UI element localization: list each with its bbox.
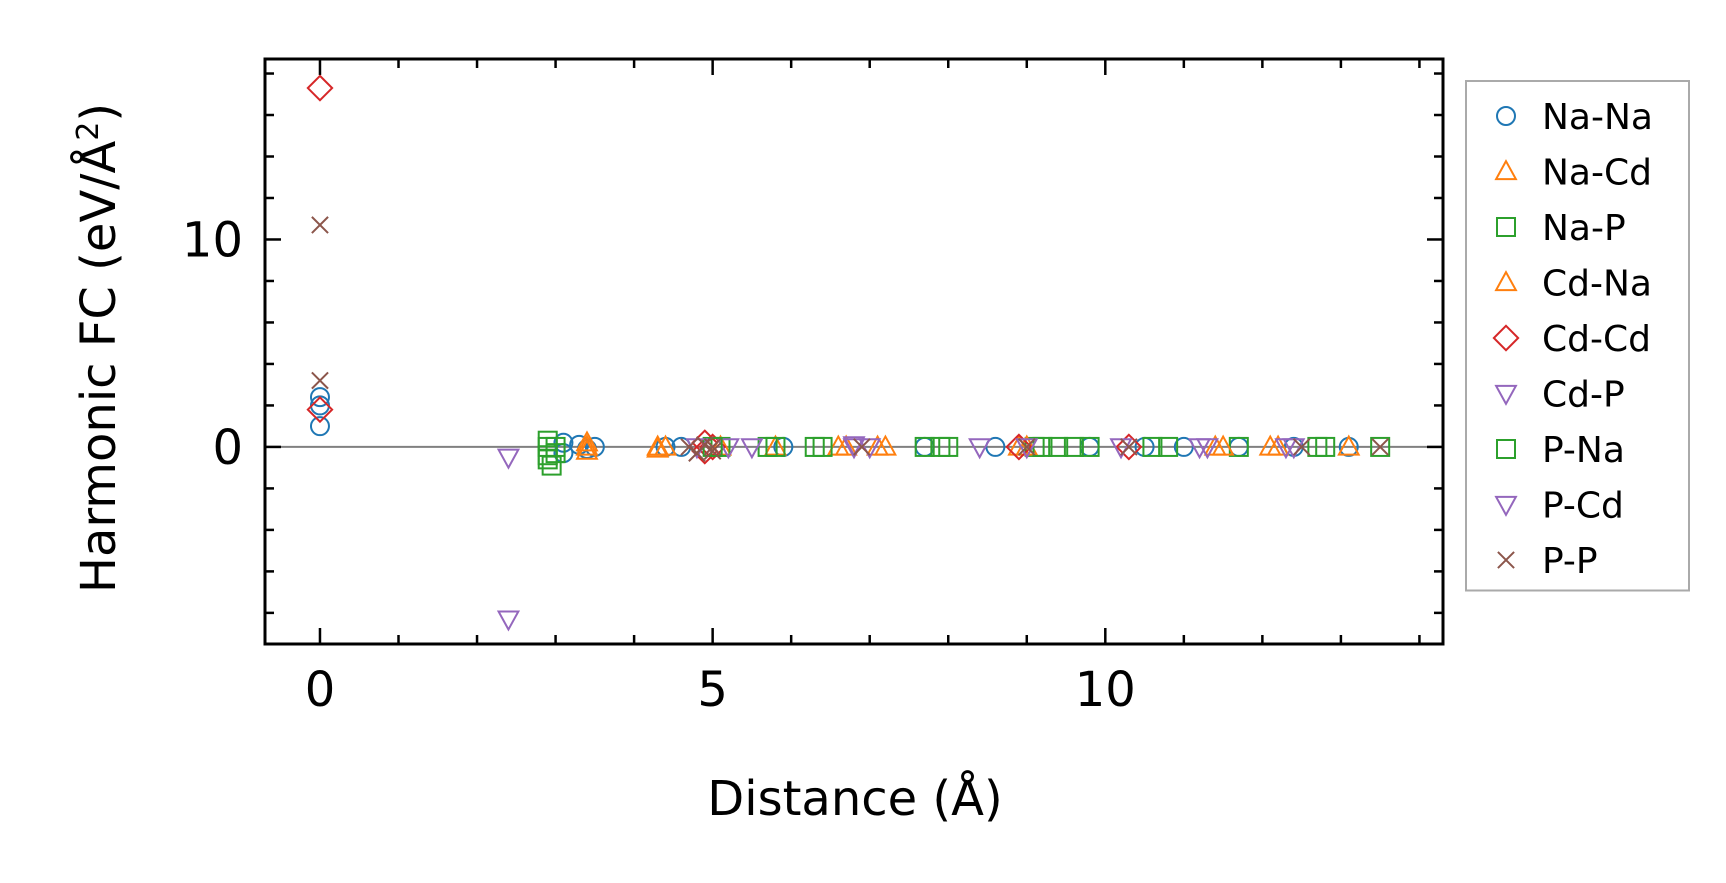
legend-label: Cd-Cd bbox=[1542, 319, 1651, 360]
data-point bbox=[1063, 436, 1084, 457]
data-point bbox=[834, 434, 858, 456]
legend-label: Cd-Na bbox=[1542, 264, 1652, 305]
data-point bbox=[680, 438, 698, 456]
legend-label: P-Cd bbox=[1542, 486, 1624, 527]
legend: Na-Na Na-Cd Na-P Cd-Na Cd-Cd Cd-P P-Na P-Cd P-P bbox=[1465, 80, 1690, 592]
data-point bbox=[1120, 438, 1138, 456]
data-point bbox=[1292, 438, 1311, 456]
x-tick-label: 10 bbox=[1075, 662, 1136, 718]
data-point bbox=[812, 436, 833, 457]
data-point bbox=[1274, 438, 1298, 460]
y-tick-label: 0 bbox=[212, 420, 243, 476]
y-tick-label: 10 bbox=[182, 212, 243, 268]
data-point bbox=[740, 438, 764, 460]
y-tick-labels: 0 10 bbox=[182, 212, 243, 475]
data-point bbox=[575, 438, 599, 460]
data-point bbox=[1337, 434, 1361, 456]
legend-label: Na-Na bbox=[1542, 97, 1653, 138]
data-points bbox=[306, 74, 1391, 632]
data-point bbox=[763, 434, 788, 456]
legend-marker bbox=[1496, 106, 1516, 126]
data-point bbox=[537, 445, 558, 466]
data-point bbox=[1371, 438, 1389, 456]
legend-label: Na-P bbox=[1542, 208, 1626, 249]
data-point bbox=[1015, 434, 1039, 456]
legend-marker bbox=[1494, 495, 1518, 517]
data-point bbox=[306, 396, 334, 424]
data-point bbox=[646, 436, 670, 458]
y-axis-label-main: Harmonic FC (eV/Å bbox=[70, 141, 127, 594]
y-axis-label-close: ) bbox=[71, 103, 127, 122]
data-point bbox=[311, 371, 329, 390]
data-point bbox=[716, 438, 740, 460]
series-cd-na bbox=[575, 434, 1290, 460]
data-point bbox=[575, 430, 599, 452]
data-point bbox=[309, 387, 330, 408]
x-tick-labels: 0 5 10 bbox=[305, 662, 1136, 718]
data-point bbox=[553, 432, 574, 453]
data-point bbox=[1005, 433, 1033, 461]
series-p-na bbox=[537, 436, 1328, 466]
x-axis-label: Distance (Å) bbox=[707, 770, 1002, 827]
data-point bbox=[1211, 434, 1235, 456]
legend-marker bbox=[1496, 439, 1516, 459]
data-point bbox=[1115, 433, 1143, 461]
plot-frame bbox=[263, 57, 1445, 646]
data-point bbox=[930, 436, 951, 457]
legend-label: Cd-P bbox=[1542, 375, 1625, 416]
data-point bbox=[306, 74, 334, 102]
data-point bbox=[1195, 438, 1219, 460]
data-point bbox=[968, 438, 992, 460]
data-point bbox=[1017, 438, 1036, 456]
x-tick-label: 0 bbox=[305, 662, 336, 718]
legend-marker bbox=[1492, 324, 1520, 352]
data-point bbox=[311, 216, 329, 234]
legend-label: P-Na bbox=[1542, 430, 1625, 471]
legend-label: Na-Cd bbox=[1542, 153, 1652, 194]
data-point bbox=[1266, 434, 1290, 456]
data-point bbox=[865, 434, 890, 456]
data-point bbox=[1142, 436, 1163, 457]
x-tick-label: 5 bbox=[697, 662, 728, 718]
data-point bbox=[1048, 436, 1069, 457]
data-point bbox=[1307, 436, 1328, 457]
data-point bbox=[496, 448, 521, 470]
y-axis-label-superscript: 2 bbox=[71, 122, 106, 141]
series-p-p bbox=[311, 216, 1389, 462]
data-point bbox=[765, 436, 786, 457]
legend-marker bbox=[1497, 551, 1515, 569]
data-point bbox=[575, 434, 599, 456]
legend-marker bbox=[1494, 270, 1518, 292]
legend-marker bbox=[1494, 384, 1518, 406]
data-point bbox=[653, 434, 678, 456]
legend-label: P-P bbox=[1542, 541, 1598, 582]
y-axis-label: Harmonic FC (eV/Å2) bbox=[70, 103, 127, 593]
data-point bbox=[842, 436, 866, 458]
data-point bbox=[496, 610, 521, 632]
data-point bbox=[1158, 436, 1179, 457]
legend-marker bbox=[1496, 217, 1516, 237]
data-point bbox=[1370, 436, 1391, 457]
data-point bbox=[1015, 438, 1039, 460]
data-point bbox=[545, 443, 566, 464]
data-point bbox=[914, 436, 935, 457]
data-point bbox=[853, 438, 871, 456]
data-point bbox=[1079, 436, 1100, 457]
data-point bbox=[703, 442, 722, 460]
legend-marker bbox=[1494, 159, 1518, 181]
data-point bbox=[703, 438, 722, 456]
data-point bbox=[309, 416, 330, 437]
